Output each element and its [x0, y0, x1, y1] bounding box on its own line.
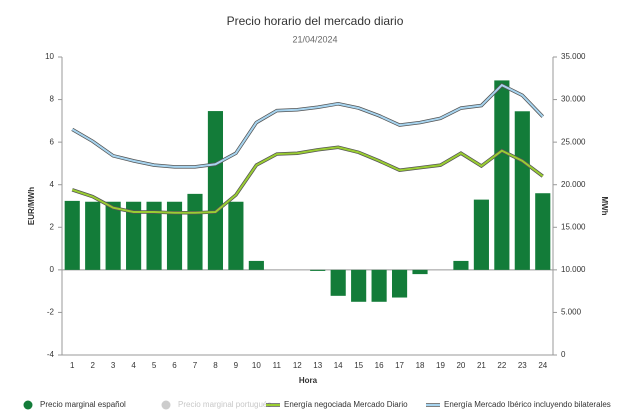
bar — [310, 269, 326, 271]
y-tick-label: 10 — [45, 52, 54, 61]
line — [71, 146, 544, 214]
y2-tick-label: 20.000 — [561, 180, 586, 189]
bar — [351, 269, 367, 302]
x-tick-label: 8 — [213, 361, 218, 370]
bar — [330, 269, 346, 296]
bar — [248, 260, 264, 270]
y-axis-label: EUR/MWh — [27, 187, 36, 225]
x-tick-label: 21 — [477, 361, 486, 370]
bar — [494, 80, 510, 270]
bar — [166, 201, 183, 270]
bar — [207, 111, 224, 270]
x-tick-label: 23 — [518, 361, 527, 370]
x-tick-label: 9 — [234, 361, 239, 370]
x-axis-label: Hora — [299, 376, 318, 385]
y2-axis-label: MWh — [600, 196, 609, 215]
x-tick-label: 5 — [152, 361, 157, 370]
y2-tick-label: 15.000 — [561, 222, 586, 231]
x-tick-label: 20 — [456, 361, 465, 370]
bar — [391, 269, 408, 298]
x-tick-label: 24 — [538, 361, 547, 370]
legend-swatch — [161, 400, 171, 410]
line-outline — [71, 145, 544, 215]
bar — [453, 260, 469, 270]
bar — [228, 201, 244, 270]
x-tick-label: 17 — [395, 361, 404, 370]
bar — [535, 193, 551, 270]
x-tick-label: 6 — [172, 361, 177, 370]
bar — [105, 201, 121, 270]
line — [71, 83, 544, 168]
y-tick-label: 8 — [50, 95, 55, 104]
bar — [187, 193, 203, 270]
x-tick-label: 16 — [375, 361, 384, 370]
x-tick-label: 22 — [497, 361, 506, 370]
x-tick-label: 2 — [90, 361, 95, 370]
x-tick-label: 1 — [70, 361, 75, 370]
y-tick-label: 0 — [50, 265, 55, 274]
y-tick-label: 6 — [50, 137, 55, 146]
legend-label: Precio marginal español — [40, 400, 126, 409]
y-tick-label: 2 — [50, 222, 55, 231]
legend-label: Energía negociada Mercado Diario — [284, 400, 408, 409]
bar — [146, 201, 162, 270]
line-outline — [71, 82, 545, 169]
x-tick-label: 11 — [273, 361, 282, 370]
chart-title: Precio horario del mercado diario — [227, 14, 404, 28]
bar — [85, 201, 101, 270]
y2-tick-label: 30.000 — [561, 95, 586, 104]
x-tick-label: 3 — [111, 361, 116, 370]
bar — [412, 269, 428, 275]
x-tick-label: 7 — [193, 361, 198, 370]
x-tick-label: 10 — [252, 361, 261, 370]
y2-tick-label: 25.000 — [561, 137, 586, 146]
bar — [473, 199, 489, 270]
y-tick-label: 4 — [50, 180, 55, 189]
bar — [514, 111, 530, 270]
x-tick-label: 14 — [334, 361, 343, 370]
bar — [64, 200, 80, 270]
chart-subtitle: 21/04/2024 — [292, 34, 337, 44]
y2-tick-label: 5.000 — [561, 308, 582, 317]
x-tick-label: 15 — [354, 361, 363, 370]
x-tick-label: 4 — [131, 361, 136, 370]
legend-swatch — [23, 400, 33, 410]
bar — [371, 269, 387, 302]
x-tick-label: 19 — [436, 361, 445, 370]
legend-label: Precio marginal portugués — [178, 400, 271, 409]
x-tick-label: 12 — [293, 361, 302, 370]
x-tick-label: 13 — [313, 361, 322, 370]
legend-label: Energía Mercado Ibérico incluyendo bilat… — [444, 400, 611, 409]
bar — [126, 201, 142, 270]
x-tick-label: 18 — [416, 361, 425, 370]
y2-tick-label: 10.000 — [561, 265, 586, 274]
y2-tick-label: 35.000 — [561, 52, 586, 61]
y-tick-label: -2 — [47, 308, 55, 317]
y-tick-label: -4 — [47, 350, 55, 359]
y2-tick-label: 0 — [561, 350, 566, 359]
